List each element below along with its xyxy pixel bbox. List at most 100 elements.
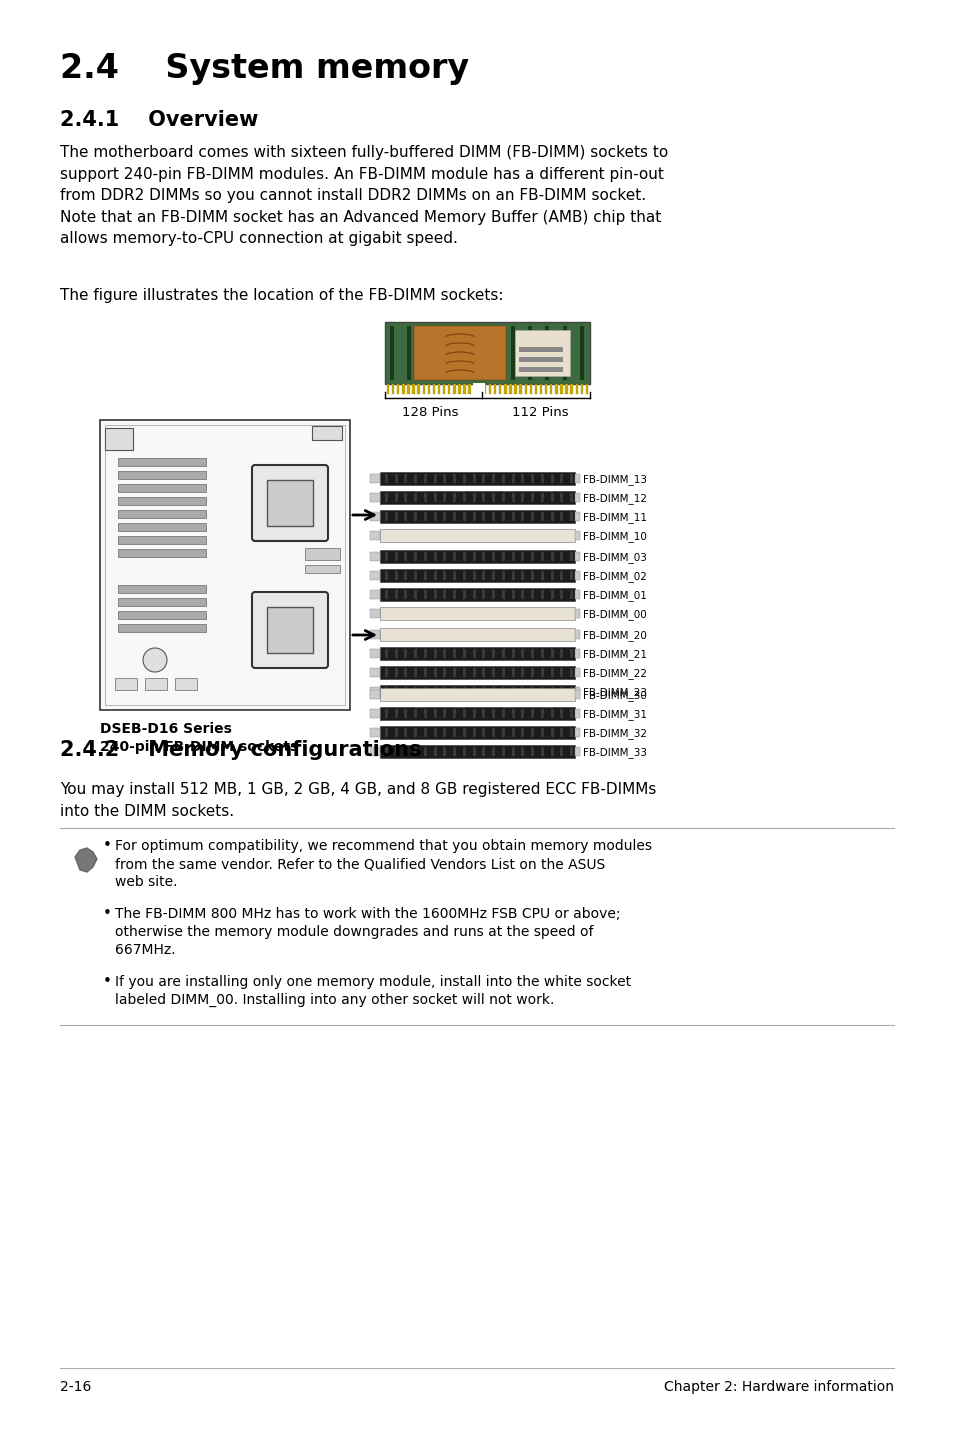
Bar (476, 326, 480, 380)
Bar (404, 687, 407, 696)
Bar (395, 552, 397, 561)
Bar (115, 677, 137, 690)
Bar (501, 687, 504, 696)
Bar (540, 746, 543, 756)
Bar (370, 475, 379, 483)
Text: Chapter 2: Hardware information: Chapter 2: Hardware information (663, 1380, 893, 1393)
Text: •: • (103, 837, 112, 853)
Bar (529, 384, 532, 394)
Bar (453, 590, 456, 600)
Bar (105, 426, 345, 705)
Bar (462, 493, 465, 502)
Bar (462, 590, 465, 600)
Bar (520, 649, 524, 659)
Bar (453, 384, 455, 394)
Bar (488, 384, 491, 394)
Bar (544, 384, 547, 394)
Circle shape (143, 649, 167, 672)
Bar (575, 512, 579, 521)
Bar (520, 746, 524, 756)
Bar (443, 728, 446, 738)
Bar (492, 512, 495, 521)
Bar (569, 649, 573, 659)
Bar (559, 384, 562, 394)
Bar (482, 728, 485, 738)
Bar (511, 493, 514, 502)
Bar (501, 728, 504, 738)
Text: 2.4    System memory: 2.4 System memory (60, 52, 469, 85)
Bar (453, 512, 456, 521)
Bar (575, 669, 579, 677)
Text: The FB-DIMM 800 MHz has to work with the 1600MHz FSB CPU or above;: The FB-DIMM 800 MHz has to work with the… (115, 907, 619, 920)
Bar (395, 493, 397, 502)
Bar (443, 669, 446, 677)
Text: FB-DIMM_03: FB-DIMM_03 (582, 552, 646, 562)
Bar (370, 669, 379, 677)
Bar (472, 590, 476, 600)
Bar (515, 329, 569, 375)
FancyBboxPatch shape (252, 464, 328, 541)
Bar (540, 493, 543, 502)
Bar (575, 384, 578, 394)
Bar (395, 571, 397, 580)
Bar (385, 687, 388, 696)
Bar (434, 475, 436, 483)
Bar (462, 709, 465, 718)
Bar (379, 647, 575, 660)
Bar (443, 493, 446, 502)
Bar (550, 571, 553, 580)
Text: otherwise the memory module downgrades and runs at the speed of: otherwise the memory module downgrades a… (115, 925, 593, 939)
Bar (518, 347, 562, 352)
Bar (520, 571, 524, 580)
Bar (531, 746, 534, 756)
Bar (118, 585, 206, 592)
Bar (385, 322, 589, 384)
Bar (519, 384, 521, 394)
Bar (379, 472, 575, 485)
Bar (482, 590, 485, 600)
Bar (559, 728, 562, 738)
Bar (422, 384, 424, 394)
Bar (434, 590, 436, 600)
Bar (434, 552, 436, 561)
Bar (575, 493, 579, 502)
Bar (385, 571, 388, 580)
Bar (501, 649, 504, 659)
Bar (434, 493, 436, 502)
Bar (494, 384, 496, 394)
Bar (370, 552, 379, 561)
Bar (395, 475, 397, 483)
Bar (550, 746, 553, 756)
Bar (267, 480, 313, 526)
Text: FB-DIMM_22: FB-DIMM_22 (582, 669, 646, 679)
Bar (540, 687, 543, 696)
Bar (458, 326, 462, 380)
Bar (575, 709, 579, 718)
Bar (472, 475, 476, 483)
Bar (434, 687, 436, 696)
Bar (531, 571, 534, 580)
Bar (423, 687, 427, 696)
Bar (379, 607, 575, 620)
Bar (472, 552, 476, 561)
Bar (511, 687, 514, 696)
Bar (550, 687, 553, 696)
Bar (395, 687, 397, 696)
Bar (462, 687, 465, 696)
Bar (396, 384, 399, 394)
Bar (453, 571, 456, 580)
Bar (462, 728, 465, 738)
Bar (559, 649, 562, 659)
Bar (395, 669, 397, 677)
Bar (424, 326, 428, 380)
Bar (434, 746, 436, 756)
Text: DSEB-D16 Series: DSEB-D16 Series (100, 722, 232, 736)
Bar (531, 687, 534, 696)
Bar (453, 552, 456, 561)
Bar (569, 590, 573, 600)
Bar (386, 384, 389, 394)
Bar (453, 709, 456, 718)
Bar (385, 512, 388, 521)
Bar (482, 687, 485, 696)
Bar (511, 326, 515, 380)
